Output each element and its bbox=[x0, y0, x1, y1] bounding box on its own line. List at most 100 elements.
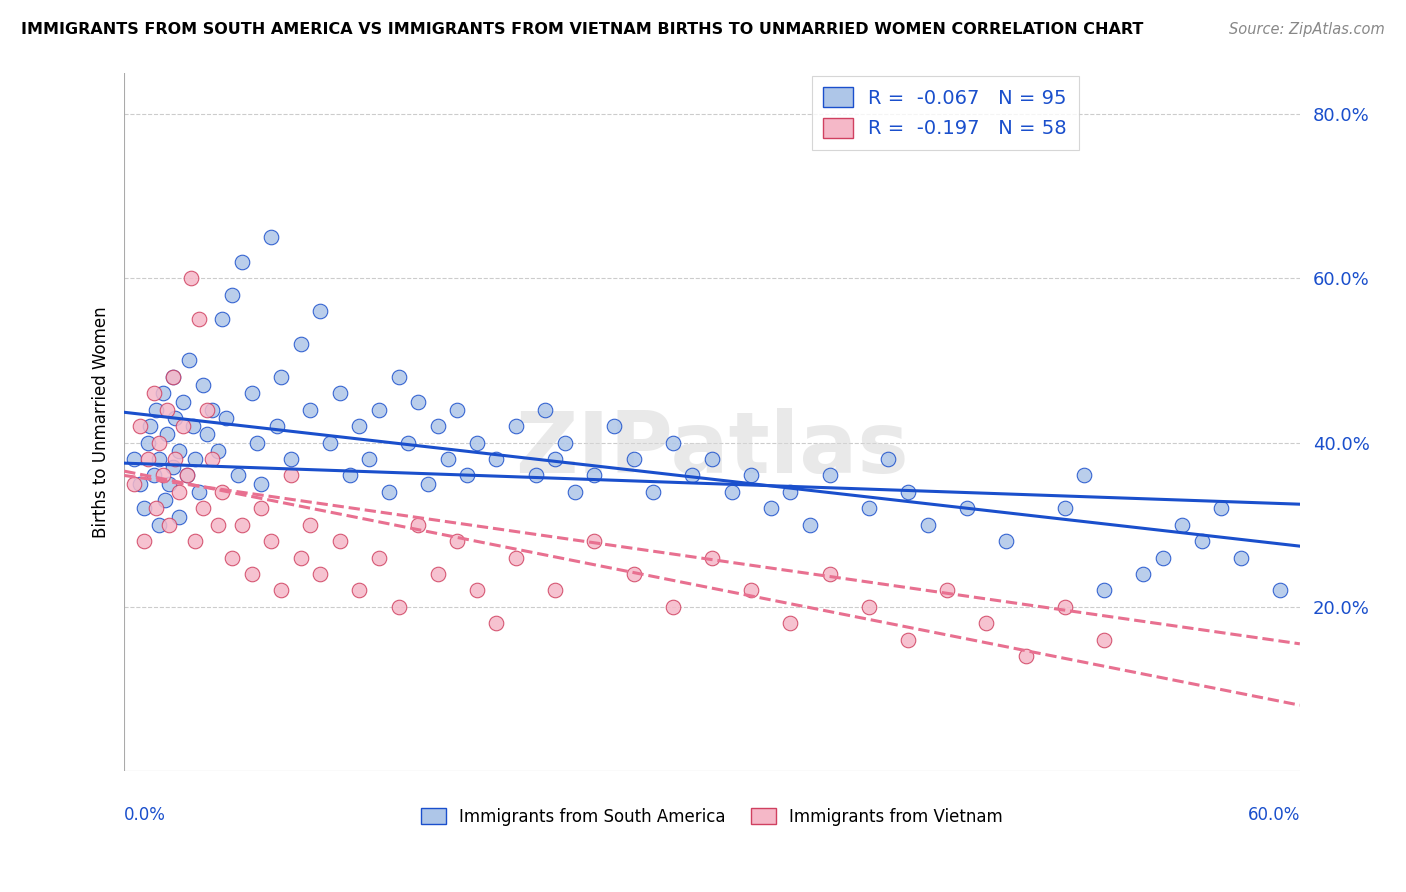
Point bbox=[132, 501, 155, 516]
Point bbox=[180, 271, 202, 285]
Point bbox=[994, 534, 1017, 549]
Point bbox=[270, 370, 292, 384]
Point bbox=[201, 402, 224, 417]
Point bbox=[195, 402, 218, 417]
Point bbox=[897, 484, 920, 499]
Point bbox=[976, 616, 998, 631]
Point bbox=[128, 476, 150, 491]
Point bbox=[184, 534, 207, 549]
Y-axis label: Births to Unmarried Women: Births to Unmarried Women bbox=[93, 306, 110, 538]
Point bbox=[142, 386, 165, 401]
Point bbox=[505, 419, 527, 434]
Point bbox=[700, 452, 723, 467]
Point bbox=[221, 287, 243, 301]
Point bbox=[406, 517, 429, 532]
Point bbox=[329, 534, 352, 549]
Text: Source: ZipAtlas.com: Source: ZipAtlas.com bbox=[1229, 22, 1385, 37]
Point bbox=[339, 468, 361, 483]
Point bbox=[956, 501, 979, 516]
Point bbox=[740, 468, 762, 483]
Point bbox=[799, 517, 821, 532]
Point bbox=[505, 550, 527, 565]
Point bbox=[1073, 468, 1095, 483]
Point bbox=[1230, 550, 1253, 565]
Point bbox=[662, 435, 685, 450]
Point bbox=[456, 468, 478, 483]
Point bbox=[142, 468, 165, 483]
Point bbox=[195, 427, 218, 442]
Point bbox=[172, 419, 194, 434]
Point bbox=[897, 632, 920, 647]
Point bbox=[349, 419, 371, 434]
Point bbox=[187, 312, 209, 326]
Point bbox=[485, 452, 508, 467]
Point bbox=[299, 517, 322, 532]
Point bbox=[246, 435, 269, 450]
Point bbox=[858, 599, 880, 614]
Point bbox=[387, 599, 409, 614]
Point bbox=[309, 304, 332, 318]
Point bbox=[524, 468, 547, 483]
Point bbox=[148, 435, 170, 450]
Point bbox=[426, 567, 449, 582]
Point bbox=[280, 468, 302, 483]
Point bbox=[416, 476, 439, 491]
Point bbox=[162, 460, 184, 475]
Point bbox=[148, 452, 170, 467]
Point bbox=[426, 419, 449, 434]
Point bbox=[201, 452, 224, 467]
Point bbox=[211, 312, 233, 326]
Point bbox=[583, 534, 606, 549]
Point bbox=[162, 370, 184, 384]
Point bbox=[157, 476, 180, 491]
Point bbox=[250, 501, 273, 516]
Point bbox=[779, 484, 801, 499]
Point bbox=[231, 255, 253, 269]
Point bbox=[643, 484, 665, 499]
Point bbox=[387, 370, 409, 384]
Text: IMMIGRANTS FROM SOUTH AMERICA VS IMMIGRANTS FROM VIETNAM BIRTHS TO UNMARRIED WOM: IMMIGRANTS FROM SOUTH AMERICA VS IMMIGRA… bbox=[21, 22, 1143, 37]
Point bbox=[226, 468, 249, 483]
Point bbox=[936, 583, 959, 598]
Point bbox=[240, 567, 263, 582]
Point bbox=[681, 468, 703, 483]
Point bbox=[465, 435, 488, 450]
Point bbox=[136, 435, 159, 450]
Point bbox=[145, 402, 167, 417]
Point bbox=[406, 394, 429, 409]
Point bbox=[465, 583, 488, 598]
Point bbox=[215, 411, 238, 425]
Point bbox=[544, 583, 567, 598]
Point bbox=[779, 616, 801, 631]
Point bbox=[368, 550, 391, 565]
Point bbox=[554, 435, 576, 450]
Point bbox=[1092, 632, 1115, 647]
Point bbox=[128, 419, 150, 434]
Point bbox=[181, 419, 204, 434]
Point bbox=[152, 386, 174, 401]
Legend: R =  -0.067   N = 95, R =  -0.197   N = 58: R = -0.067 N = 95, R = -0.197 N = 58 bbox=[811, 76, 1078, 150]
Point bbox=[309, 567, 332, 582]
Point bbox=[1270, 583, 1292, 598]
Point bbox=[167, 484, 190, 499]
Point bbox=[446, 402, 468, 417]
Point bbox=[329, 386, 352, 401]
Text: 0.0%: 0.0% bbox=[124, 806, 166, 824]
Point bbox=[396, 435, 419, 450]
Point bbox=[564, 484, 586, 499]
Point bbox=[136, 452, 159, 467]
Point bbox=[290, 337, 312, 351]
Point bbox=[156, 402, 179, 417]
Point bbox=[132, 534, 155, 549]
Point bbox=[662, 599, 685, 614]
Point bbox=[145, 501, 167, 516]
Point bbox=[534, 402, 557, 417]
Point bbox=[138, 419, 160, 434]
Point bbox=[270, 583, 292, 598]
Point bbox=[1053, 501, 1076, 516]
Point bbox=[184, 452, 207, 467]
Point bbox=[436, 452, 458, 467]
Point bbox=[877, 452, 900, 467]
Point bbox=[1211, 501, 1233, 516]
Point bbox=[290, 550, 312, 565]
